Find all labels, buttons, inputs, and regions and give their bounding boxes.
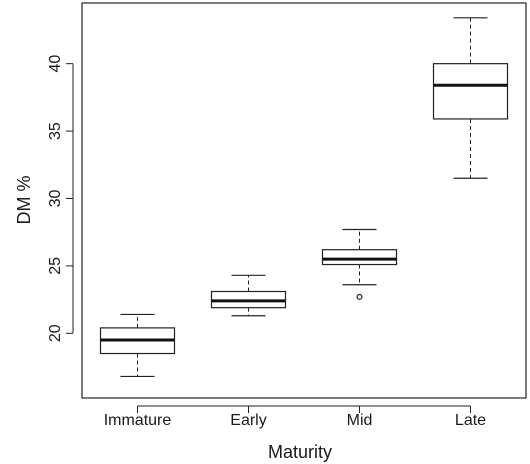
outlier-point [356,293,363,300]
x-tick-label: Mid [347,412,373,429]
box-mid [321,228,398,300]
y-axis: 20 25 30 35 40 [47,55,74,342]
boxes [99,17,509,378]
y-tick-label: 30 [47,189,64,207]
x-axis-title: Maturity [268,442,332,462]
y-tick-label: 40 [47,55,64,73]
y-tick-label: 25 [47,257,64,275]
y-tick-label: 35 [47,122,64,140]
iqr-box [321,249,398,266]
y-axis-title: DM % [14,176,34,225]
iqr-box [432,63,509,120]
x-tick-label: Immature [104,412,172,429]
plot-frame [81,2,527,399]
box-late [432,17,509,179]
box-immature [99,313,176,378]
x-tick-label: Early [230,412,266,429]
x-axis: Immature Early Mid Late [104,405,486,429]
y-tick-label: 20 [47,324,64,342]
box-early [210,274,287,317]
x-tick-label: Late [455,412,486,429]
